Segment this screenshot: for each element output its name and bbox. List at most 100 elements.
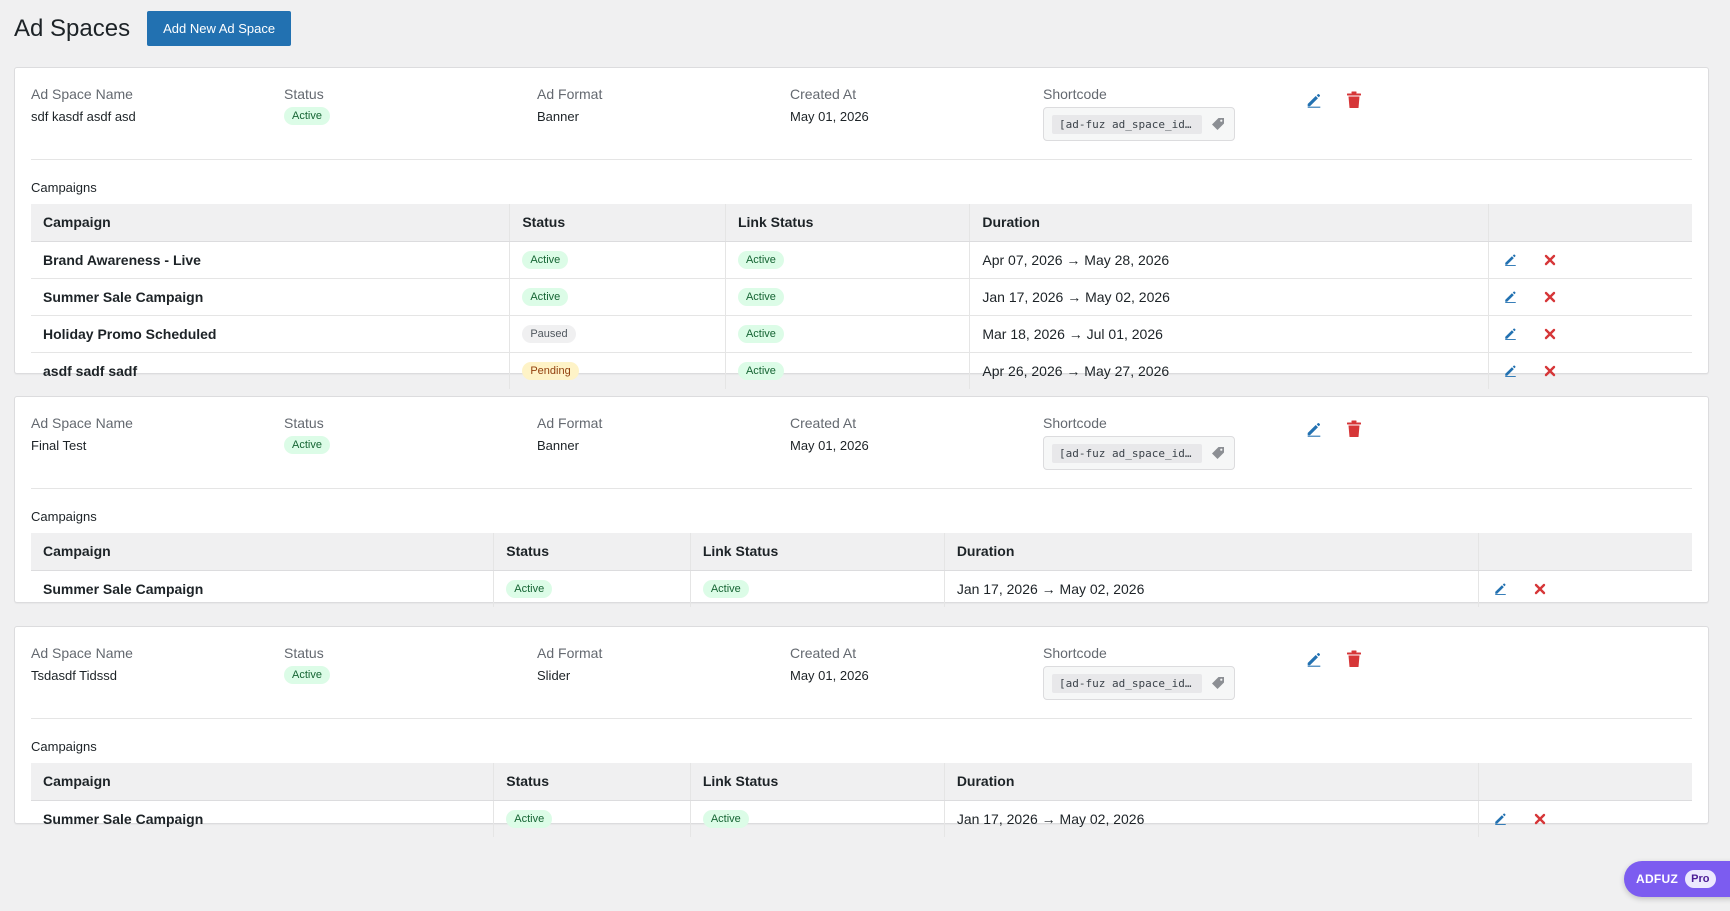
ad-space-summary: Ad Space Name Tsdasdf Tidssd Status Acti…	[31, 627, 1692, 719]
campaign-status-cell: Active	[509, 241, 726, 279]
x-icon[interactable]	[1541, 361, 1559, 381]
field-label: Status	[284, 86, 324, 102]
field-label: Shortcode	[1043, 86, 1107, 102]
field-label: Ad Format	[537, 86, 603, 102]
ad-space-card: Ad Space Name sdf kasdf asdf asd Status …	[14, 67, 1709, 389]
campaign-status-cell: Active	[493, 800, 691, 837]
column-header-link-status: Link Status	[689, 533, 945, 571]
campaign-actions	[1478, 800, 1692, 837]
field-label: Created At	[790, 86, 857, 102]
trash-icon[interactable]	[1345, 419, 1363, 439]
campaign-actions	[1478, 570, 1692, 607]
x-icon[interactable]	[1541, 250, 1559, 270]
pencil-icon[interactable]	[1491, 809, 1509, 829]
x-icon[interactable]	[1541, 287, 1559, 307]
column-header-link-status: Link Status	[724, 204, 970, 242]
campaign-name: Summer Sale Campaign	[43, 580, 204, 597]
pencil-icon[interactable]	[1501, 250, 1519, 270]
x-icon[interactable]	[1531, 809, 1549, 829]
campaign-status-cell: Paused	[509, 315, 726, 353]
shortcode-field: Shortcode [ad-fuz ad_space_id="2"]	[1043, 414, 1235, 470]
trash-icon[interactable]	[1345, 649, 1363, 669]
table-row: Brand Awareness - Live Active Active Apr…	[31, 241, 1692, 279]
ad-space-card: Ad Space Name Tsdasdf Tidssd Status Acti…	[14, 626, 1709, 837]
status-field: Status Active	[284, 85, 330, 125]
field-label: Ad Format	[537, 645, 603, 661]
tag-icon[interactable]	[1210, 675, 1226, 691]
column-header-campaign: Campaign	[31, 763, 494, 801]
format-field: Ad Format Banner	[537, 85, 602, 125]
column-header-status: Status	[509, 204, 726, 242]
format-field: Ad Format Banner	[537, 414, 602, 454]
ad-format-value: Slider	[537, 668, 571, 683]
pencil-icon[interactable]	[1305, 419, 1323, 439]
field-label: Ad Space Name	[31, 86, 133, 102]
status-badge: Paused	[522, 325, 576, 343]
x-icon[interactable]	[1541, 324, 1559, 344]
name-field: Ad Space Name Tsdasdf Tidssd	[31, 644, 133, 684]
shortcode-box: [ad-fuz ad_space_id="2"]	[1043, 436, 1235, 470]
ad-space-summary: Ad Space Name Final Test Status Active A…	[31, 397, 1692, 489]
pencil-icon[interactable]	[1491, 579, 1509, 599]
campaign-status-cell: Active	[509, 278, 726, 316]
ad-space-card: Ad Space Name Final Test Status Active A…	[14, 396, 1709, 607]
link-status-cell: Active	[689, 800, 945, 837]
column-header-actions	[1478, 533, 1692, 571]
pro-brand-label: ADFUZ	[1636, 872, 1679, 886]
tag-icon[interactable]	[1210, 116, 1226, 132]
table-row: Holiday Promo Scheduled Paused Active Ma…	[31, 315, 1692, 353]
ad-format-value: Banner	[537, 109, 579, 124]
table-header-row: Campaign Status Link Status Duration	[31, 204, 1692, 242]
column-header-campaign: Campaign	[31, 204, 510, 242]
add-new-ad-space-button[interactable]: Add New Ad Space	[147, 11, 292, 46]
name-field: Ad Space Name sdf kasdf asdf asd	[31, 85, 136, 125]
trash-icon[interactable]	[1345, 90, 1363, 110]
field-label: Created At	[790, 415, 857, 431]
format-field: Ad Format Slider	[537, 644, 602, 684]
campaign-actions	[1488, 278, 1692, 316]
campaign-name: Holiday Promo Scheduled	[31, 315, 510, 353]
pencil-icon[interactable]	[1305, 90, 1323, 110]
pencil-icon[interactable]	[1501, 324, 1519, 344]
status-field: Status Active	[284, 644, 330, 684]
column-header-actions	[1478, 763, 1692, 801]
created-field: Created At May 01, 2026	[790, 414, 869, 454]
table-header-row: Campaign Status Link Status Duration	[31, 763, 1692, 801]
campaigns-table: Campaign Status Link Status Duration Sum…	[31, 533, 1692, 607]
page-title: Ad Spaces	[14, 15, 131, 42]
ad-space-name: Final Test	[31, 438, 87, 453]
campaign-actions	[1488, 315, 1692, 353]
created-field: Created At May 01, 2026	[790, 85, 869, 125]
field-label: Ad Format	[537, 415, 603, 431]
campaign-duration: Apr 07, 2026 → May 28, 2026	[969, 241, 1489, 279]
shortcode-box: [ad-fuz ad_space_id="3"]	[1043, 666, 1235, 700]
field-label: Ad Space Name	[31, 415, 133, 431]
link-status-cell: Active	[724, 315, 970, 353]
column-header-duration: Duration	[943, 763, 1479, 801]
ad-space-name: sdf kasdf asdf asd	[31, 109, 136, 124]
column-header-actions	[1488, 204, 1692, 242]
pro-upgrade-badge[interactable]: ADFUZ Pro	[1624, 861, 1730, 897]
campaign-duration: Jan 17, 2026 → May 02, 2026	[943, 800, 1479, 837]
link-status-badge: Active	[737, 251, 784, 269]
shortcode-text[interactable]: [ad-fuz ad_space_id="1"]	[1052, 114, 1203, 134]
campaign-duration: Apr 26, 2026 → May 27, 2026	[969, 352, 1489, 389]
campaign-duration: Mar 18, 2026 → Jul 01, 2026	[969, 315, 1489, 353]
campaigns-heading: Campaigns	[31, 180, 97, 195]
status-field: Status Active	[284, 414, 330, 454]
status-badge: Active	[284, 666, 330, 684]
column-header-status: Status	[493, 763, 691, 801]
campaigns-table: Campaign Status Link Status Duration Bra…	[31, 204, 1692, 389]
shortcode-text[interactable]: [ad-fuz ad_space_id="3"]	[1052, 673, 1203, 693]
pencil-icon[interactable]	[1305, 649, 1323, 669]
x-icon[interactable]	[1531, 579, 1549, 599]
campaign-duration: Jan 17, 2026 → May 02, 2026	[943, 570, 1479, 607]
pencil-icon[interactable]	[1501, 361, 1519, 381]
tag-icon[interactable]	[1210, 445, 1226, 461]
ad-space-summary: Ad Space Name sdf kasdf asdf asd Status …	[31, 68, 1692, 160]
page-header: Ad Spaces Add New Ad Space	[14, 11, 292, 46]
link-status-cell: Active	[724, 278, 970, 316]
link-status-badge: Active	[702, 580, 749, 599]
pencil-icon[interactable]	[1501, 287, 1519, 307]
shortcode-text[interactable]: [ad-fuz ad_space_id="2"]	[1052, 443, 1203, 463]
